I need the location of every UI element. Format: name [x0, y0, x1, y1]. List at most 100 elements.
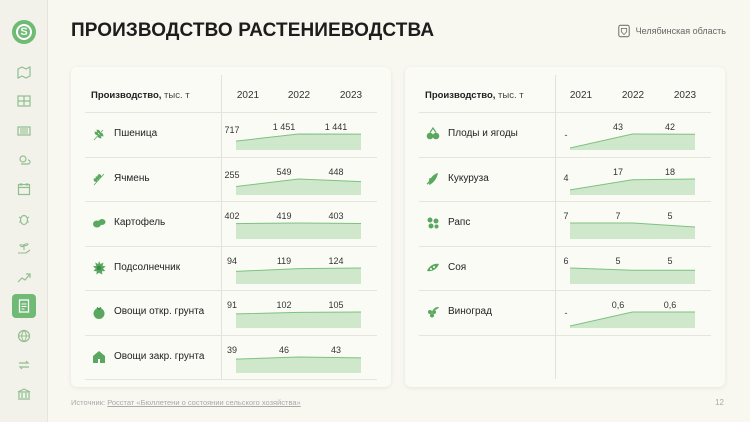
- row-sparkline: [569, 306, 695, 328]
- row-sparkline: [235, 173, 362, 195]
- cell-value-2023: 43: [330, 344, 341, 355]
- year-2021: 2021: [569, 90, 593, 101]
- greenhouse-icon: [91, 349, 107, 365]
- row-sparkline: [235, 262, 362, 284]
- cell-value-2021: -: [564, 308, 568, 318]
- region-name: Челябинская область: [635, 26, 726, 36]
- cell-value-2022: 5: [615, 255, 621, 266]
- page-number: 12: [715, 398, 724, 407]
- cell-value-2023: 1 441: [324, 122, 348, 132]
- cell-value-2023: 42: [664, 122, 675, 132]
- cell-value-2022: 419: [276, 211, 292, 221]
- cell-value-2022: 46: [278, 344, 289, 355]
- sparkline-area: [236, 312, 361, 328]
- sidebar-nav-globe[interactable]: [14, 326, 34, 346]
- year-2021: 2021: [236, 90, 260, 101]
- cell-value-2023: 5: [667, 211, 673, 221]
- sparkline-line: [235, 311, 362, 315]
- sidebar-nav-plant-hand[interactable]: [14, 238, 34, 258]
- row-separator: [419, 245, 711, 247]
- cell-value-2023: 124: [328, 255, 344, 266]
- sidebar-nav-bug[interactable]: [14, 209, 34, 229]
- cell-value-2021: 255: [224, 169, 240, 180]
- row-separator: [419, 156, 711, 158]
- sparkline-line: [569, 133, 696, 149]
- row-label: Ячмень: [114, 172, 150, 184]
- row-label: Виноград: [448, 306, 492, 317]
- sparkline-area: [570, 312, 695, 328]
- grid-icon: [17, 95, 31, 107]
- sidebar-nav-map[interactable]: [14, 62, 34, 82]
- cell-value-2023: 0,6: [663, 300, 677, 310]
- chart-up-icon: [17, 273, 31, 283]
- table-card-left: Производство, тыс. т 2021 2022 2023 Пшен…: [71, 67, 391, 387]
- row-sparkline: [569, 173, 696, 195]
- row-label: Рапс: [448, 217, 471, 228]
- sidebar-nav-grid[interactable]: [14, 91, 34, 111]
- row-separator: [85, 156, 377, 158]
- sidebar: S: [0, 0, 48, 422]
- year-2022: 2022: [287, 90, 311, 101]
- weather-icon: [19, 155, 31, 165]
- sidebar-nav-weather[interactable]: [14, 150, 34, 170]
- cell-value-2022: 102: [276, 300, 292, 310]
- source-link[interactable]: Росстат «Бюллетени о состоянии сельского…: [107, 398, 301, 407]
- sparkline-area: [236, 267, 361, 284]
- grape-icon: [425, 304, 441, 320]
- page-title: ПРОИЗВОДСТВО РАСТЕНИЕВОДСТВА: [71, 20, 435, 41]
- sparkline-area: [236, 178, 361, 195]
- exchange-icon: [18, 360, 30, 370]
- year-2023: 2023: [673, 90, 697, 101]
- cell-value-2021: 4: [563, 173, 569, 184]
- cell-value-2022: 119: [276, 255, 292, 266]
- cell-value-2022: 1 451: [272, 122, 296, 132]
- row-separator: [85, 112, 377, 113]
- logo[interactable]: S: [12, 20, 36, 44]
- sparkline-area: [570, 223, 695, 239]
- sparkline-line: [235, 222, 362, 225]
- row-label: Пшеница: [114, 128, 158, 139]
- globe-icon: [17, 329, 31, 342]
- sparkline-line: [235, 177, 362, 187]
- column-divider: [555, 75, 556, 379]
- cell-value-2021: 402: [224, 211, 240, 221]
- sidebar-nav-document[interactable]: [12, 294, 36, 319]
- cell-value-2023: 18: [664, 166, 675, 177]
- sparkline-area: [236, 134, 361, 150]
- potato-icon: [91, 215, 107, 231]
- bug-icon: [18, 214, 30, 225]
- sparkline-line: [570, 222, 696, 228]
- table-header-label: Производство, тыс. т: [91, 90, 190, 101]
- row-label: Овощи закр. грунта: [114, 350, 205, 362]
- sparkline-line: [235, 355, 362, 360]
- plant-hand-icon: [18, 242, 31, 254]
- sidebar-nav-exchange[interactable]: [14, 355, 34, 375]
- cell-value-2022: 7: [615, 211, 621, 221]
- row-separator: [85, 379, 377, 380]
- cell-value-2023: 5: [667, 255, 673, 266]
- cell-value-2021: 91: [226, 300, 237, 310]
- sidebar-nav-chart-up[interactable]: [14, 267, 34, 287]
- sunflower-icon: [91, 260, 107, 276]
- map-icon: [17, 66, 31, 79]
- soy-icon: [425, 260, 441, 276]
- row-sparkline: [570, 217, 696, 239]
- row-sparkline: [569, 128, 696, 150]
- corn-icon: [425, 171, 441, 187]
- table-card-right: Производство, тыс. т 2021 2022 2023 Плод…: [405, 67, 725, 387]
- sidebar-nav-calendar[interactable]: [14, 179, 34, 199]
- wheat-icon: [91, 126, 107, 142]
- cell-value-2021: 6: [563, 255, 569, 266]
- rapeseed-icon: [425, 215, 441, 231]
- sidebar-nav-field[interactable]: [14, 121, 34, 141]
- cell-value-2021: 717: [224, 125, 240, 136]
- row-separator: [85, 245, 377, 247]
- cell-value-2021: 7: [563, 211, 569, 221]
- cell-value-2023: 403: [328, 211, 344, 221]
- cell-value-2022: 17: [612, 166, 623, 177]
- sidebar-nav-bank[interactable]: [14, 384, 34, 404]
- cell-value-2023: 448: [328, 166, 344, 177]
- sparkline-area: [570, 178, 695, 195]
- sparkline-area: [570, 267, 695, 284]
- table-header-label: Производство, тыс. т: [425, 90, 524, 101]
